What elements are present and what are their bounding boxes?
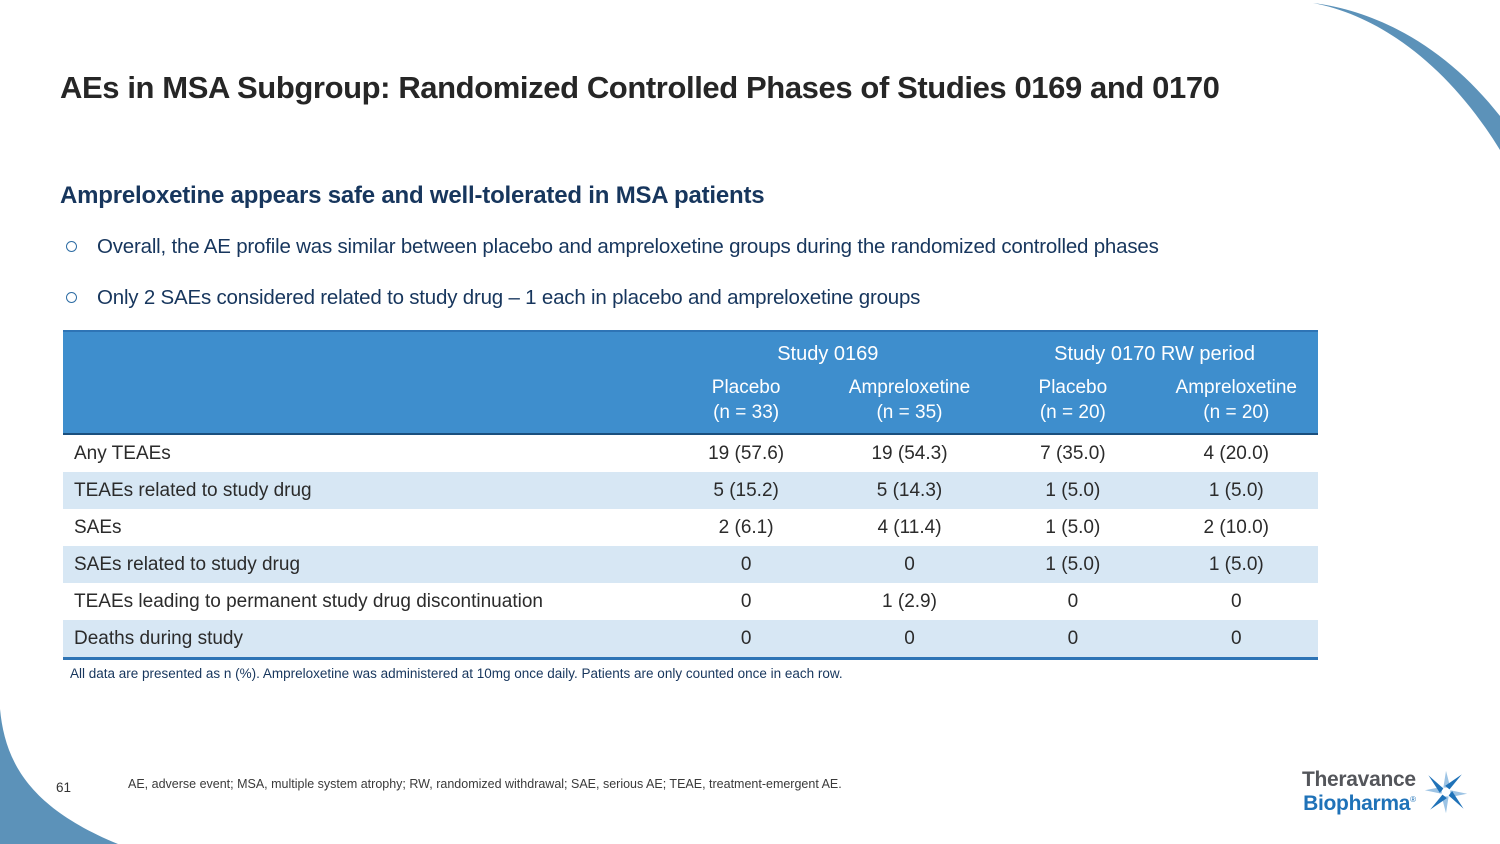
cell-value: 0 [827, 620, 992, 659]
corner-swoosh-icon [0, 709, 118, 844]
row-label: TEAEs related to study drug [63, 472, 665, 509]
bullet-item: Only 2 SAEs considered related to study … [62, 284, 1452, 311]
cell-value: 2 (10.0) [1203, 516, 1270, 538]
col-header-ampreloxetine-0170: Ampreloxetine (n = 20) [1154, 372, 1318, 434]
page-title: AEs in MSA Subgroup: Randomized Controll… [60, 70, 1220, 105]
cell-value: 1 (2.9) [882, 590, 937, 612]
logo-biopharma: Biopharma® [1302, 790, 1416, 814]
col-header-n: (n = 35) [876, 402, 943, 423]
row-label: SAEs related to study drug [63, 546, 665, 583]
cell-value: 1 (5.0) [1154, 472, 1318, 509]
col-header-n: (n = 20) [1203, 402, 1270, 423]
col-header-placebo-0169: Placebo (n = 33) [664, 372, 828, 434]
cell-value: 0 [664, 620, 828, 659]
theravance-biopharma-logo: Theravance Biopharma® [1302, 768, 1470, 814]
cell-value: 7 (35.0) [1040, 442, 1106, 464]
logo-text: Theravance Biopharma® [1302, 768, 1416, 814]
cell-value: 1 (5.0) [991, 472, 1155, 509]
cell-value: 5 (14.3) [827, 472, 992, 509]
page-number: 61 [56, 780, 72, 795]
col-header-label: Placebo [1038, 377, 1108, 398]
logo-biopharma-text: Biopharma [1303, 792, 1411, 815]
cell-value: 0 [1154, 620, 1318, 659]
table-row: TEAEs related to study drug 5 (15.2) 5 (… [63, 472, 1318, 509]
table-row: SAEs 2 (6.1) 4 (11.4) 1 (5.0) 2 (10.0) [63, 509, 1318, 546]
table-footnote: All data are presented as n (%). Amprelo… [70, 666, 843, 681]
row-label: TEAEs leading to permanent study drug di… [74, 590, 543, 612]
cell-value: 2 (6.1) [718, 516, 774, 538]
cell-value: 19 (57.6) [708, 442, 785, 464]
cell-value: 1 (5.0) [991, 546, 1155, 583]
table-row: SAEs related to study drug 0 0 1 (5.0) 1… [63, 546, 1318, 583]
bullet-text: Overall, the AE profile was similar betw… [97, 235, 1159, 258]
col-header-label: Placebo [711, 377, 781, 398]
registered-mark: ® [1410, 795, 1416, 804]
table-header: Study 0169 Study 0170 RW period Placebo … [63, 331, 1318, 434]
cell-value: 1 (5.0) [1045, 516, 1101, 538]
table-row: Deaths during study 0 0 0 0 [63, 620, 1318, 659]
cell-value: 0 [1067, 590, 1079, 612]
abbreviations-footnote: AE, adverse event; MSA, multiple system … [128, 777, 842, 791]
col-group-study-0170: Study 0170 RW period [991, 331, 1318, 372]
col-header-ampreloxetine-0169: Ampreloxetine (n = 35) [827, 372, 992, 434]
cell-value: 0 [740, 590, 752, 612]
col-header-placebo-0170: Placebo (n = 20) [991, 372, 1155, 434]
col-header-n: (n = 20) [1039, 402, 1106, 423]
table-row: Any TEAEs 19 (57.6) 19 (54.3) 7 (35.0) 4… [63, 434, 1318, 472]
open-circle-bullet-icon [66, 241, 77, 252]
col-header-label: Ampreloxetine [848, 377, 971, 398]
cell-value: 1 (5.0) [1154, 546, 1318, 583]
cell-value: 0 [1230, 590, 1242, 612]
row-label: Deaths during study [63, 620, 665, 659]
cell-value: 0 [827, 546, 992, 583]
bullet-list: Overall, the AE profile was similar betw… [62, 233, 1452, 335]
col-header-n: (n = 33) [713, 402, 780, 423]
cell-value: 5 (15.2) [664, 472, 828, 509]
bullet-text: Only 2 SAEs considered related to study … [97, 286, 921, 309]
row-label: Any TEAEs [74, 442, 171, 464]
subtitle: Ampreloxetine appears safe and well-tole… [60, 182, 765, 209]
row-label: SAEs [74, 516, 122, 538]
open-circle-bullet-icon [66, 292, 77, 303]
eight-point-star-icon [1424, 770, 1467, 814]
col-group-study-0169: Study 0169 [664, 331, 992, 372]
table-row: TEAEs leading to permanent study drug di… [63, 583, 1318, 620]
ae-table: Study 0169 Study 0170 RW period Placebo … [63, 330, 1318, 660]
col-header-label: Ampreloxetine [1175, 377, 1297, 398]
cell-value: 0 [664, 546, 828, 583]
swoosh-arc-icon [1313, 3, 1500, 150]
empty-corner-cell [63, 331, 665, 434]
cell-value: 4 (20.0) [1203, 442, 1270, 464]
bullet-item: Overall, the AE profile was similar betw… [62, 233, 1452, 260]
cell-value: 0 [991, 620, 1155, 659]
logo-theravance: Theravance [1302, 768, 1416, 791]
cell-value: 4 (11.4) [877, 516, 942, 538]
cell-value: 19 (54.3) [871, 442, 948, 464]
